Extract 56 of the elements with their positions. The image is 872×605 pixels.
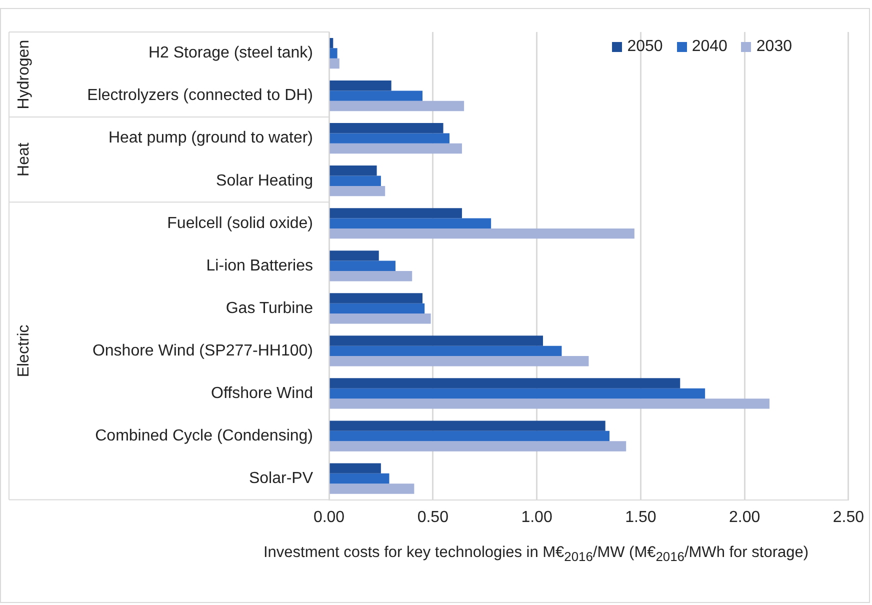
bar	[330, 398, 770, 409]
y-tick-label: Li-ion Batteries	[206, 257, 313, 274]
text: Electric	[15, 324, 32, 378]
bar	[330, 80, 392, 91]
y-tick-label: H2 Storage (steel tank)	[148, 44, 313, 62]
bar	[330, 346, 562, 356]
bar	[330, 176, 381, 186]
bar	[330, 186, 386, 196]
y-tick-label: Onshore Wind (SP277-HH100)	[92, 342, 313, 360]
bar	[330, 260, 396, 272]
y-tick-label: Electrolyzers (connected to DH)	[87, 87, 313, 104]
legend-label: 2030	[756, 38, 792, 56]
bar	[330, 484, 414, 494]
x-tick-label: 1.00	[521, 508, 552, 526]
x-tick-label: 0.50	[417, 508, 449, 526]
x-tick-label: 1.50	[625, 508, 656, 526]
y-tick-label: Solar Heating	[216, 172, 313, 190]
bar	[330, 48, 338, 58]
y-tick-label: Solar-PV	[248, 470, 314, 487]
bar	[330, 166, 377, 176]
bar	[330, 228, 634, 239]
bar	[330, 218, 492, 228]
bar	[330, 356, 589, 366]
bar	[330, 441, 626, 452]
x-tick-label: 2.00	[728, 508, 760, 526]
bar	[330, 420, 606, 431]
bar	[330, 336, 544, 346]
bar	[330, 293, 422, 304]
bar	[330, 473, 390, 484]
bar	[330, 271, 412, 282]
y-tick-label: Offshore Wind	[211, 384, 313, 402]
y-tick-label: Fuelcell (solid oxide)	[167, 214, 313, 232]
x-axis-title: Investment costs for key technologies in M€$_{2016}$/MW (M€$_{2016}$/MWh for storage)	[262, 544, 810, 564]
x-tick-label: 2.50	[832, 508, 864, 526]
text: Hydrogen	[15, 40, 32, 110]
bar	[330, 208, 462, 218]
bar	[330, 58, 340, 69]
bar	[330, 463, 381, 474]
bar	[330, 388, 706, 399]
y-tick-label: Heat pump (ground to water)	[108, 130, 313, 147]
x-tick-label: 0.00	[313, 508, 345, 526]
bar	[330, 250, 379, 261]
bar	[330, 430, 610, 442]
y-tick-label: Combined Cycle (Condensing)	[95, 427, 313, 444]
bar	[330, 303, 425, 314]
bar	[330, 123, 444, 134]
bar	[330, 133, 450, 144]
bar	[330, 314, 431, 324]
bar	[330, 143, 462, 154]
bar	[330, 100, 464, 112]
legend-label: 2050	[627, 38, 663, 56]
bar	[330, 378, 680, 388]
bar	[330, 90, 422, 101]
text: Heat	[15, 142, 32, 176]
legend-label: 2040	[692, 38, 728, 56]
y-tick-label: Gas Turbine	[226, 300, 314, 317]
